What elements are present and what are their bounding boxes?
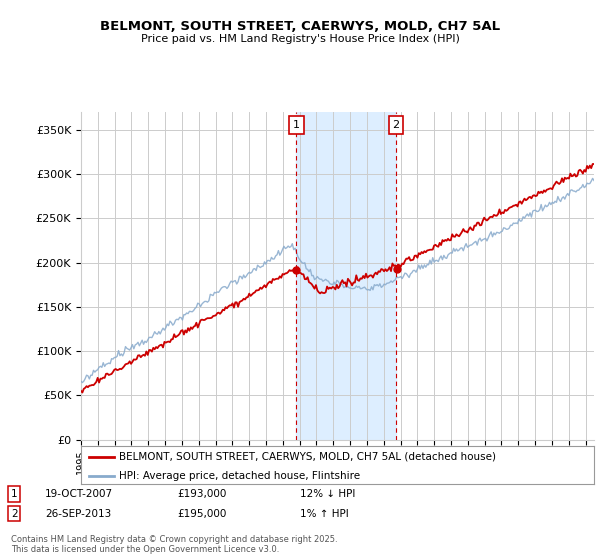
Text: Price paid vs. HM Land Registry's House Price Index (HPI): Price paid vs. HM Land Registry's House … xyxy=(140,34,460,44)
Text: HPI: Average price, detached house, Flintshire: HPI: Average price, detached house, Flin… xyxy=(119,471,361,481)
Text: £195,000: £195,000 xyxy=(177,508,226,519)
Text: 19-OCT-2007: 19-OCT-2007 xyxy=(45,489,113,499)
Text: £193,000: £193,000 xyxy=(177,489,226,499)
Text: 2: 2 xyxy=(392,120,400,130)
Text: 1: 1 xyxy=(11,489,17,499)
Text: 12% ↓ HPI: 12% ↓ HPI xyxy=(300,489,355,499)
Text: BELMONT, SOUTH STREET, CAERWYS, MOLD, CH7 5AL: BELMONT, SOUTH STREET, CAERWYS, MOLD, CH… xyxy=(100,20,500,33)
Bar xyxy=(296,112,396,440)
Text: Contains HM Land Registry data © Crown copyright and database right 2025.
This d: Contains HM Land Registry data © Crown c… xyxy=(11,535,337,554)
Text: 2: 2 xyxy=(11,508,17,519)
Text: 26-SEP-2013: 26-SEP-2013 xyxy=(45,508,111,519)
Text: BELMONT, SOUTH STREET, CAERWYS, MOLD, CH7 5AL (detached house): BELMONT, SOUTH STREET, CAERWYS, MOLD, CH… xyxy=(119,452,496,462)
Text: 1: 1 xyxy=(293,120,300,130)
Text: 1% ↑ HPI: 1% ↑ HPI xyxy=(300,508,349,519)
